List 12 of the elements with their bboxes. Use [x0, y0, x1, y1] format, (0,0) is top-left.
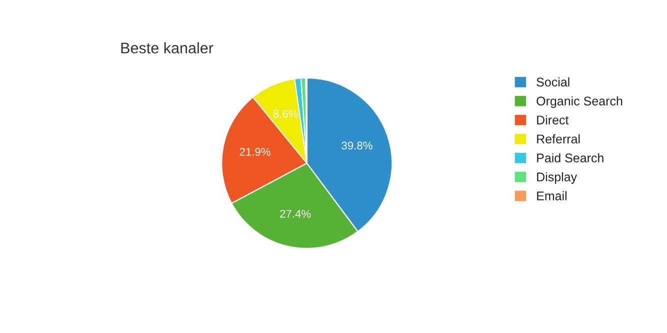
legend-label: Paid Search — [537, 153, 604, 162]
legend-label: Referral — [537, 134, 580, 144]
legend-label: Organic Search — [536, 96, 622, 108]
legend-label: Email — [537, 191, 567, 200]
legend-label: Social — [536, 77, 570, 87]
data-label: 27.4% — [280, 210, 311, 218]
legend-label: Direct — [537, 115, 569, 124]
data-label: 39.8% — [342, 142, 372, 150]
data-label: 21.9% — [240, 148, 270, 156]
chart-title: Beste kanaler — [121, 42, 214, 54]
data-label: 8.6% — [273, 110, 298, 118]
legend-label: Display — [537, 172, 578, 184]
